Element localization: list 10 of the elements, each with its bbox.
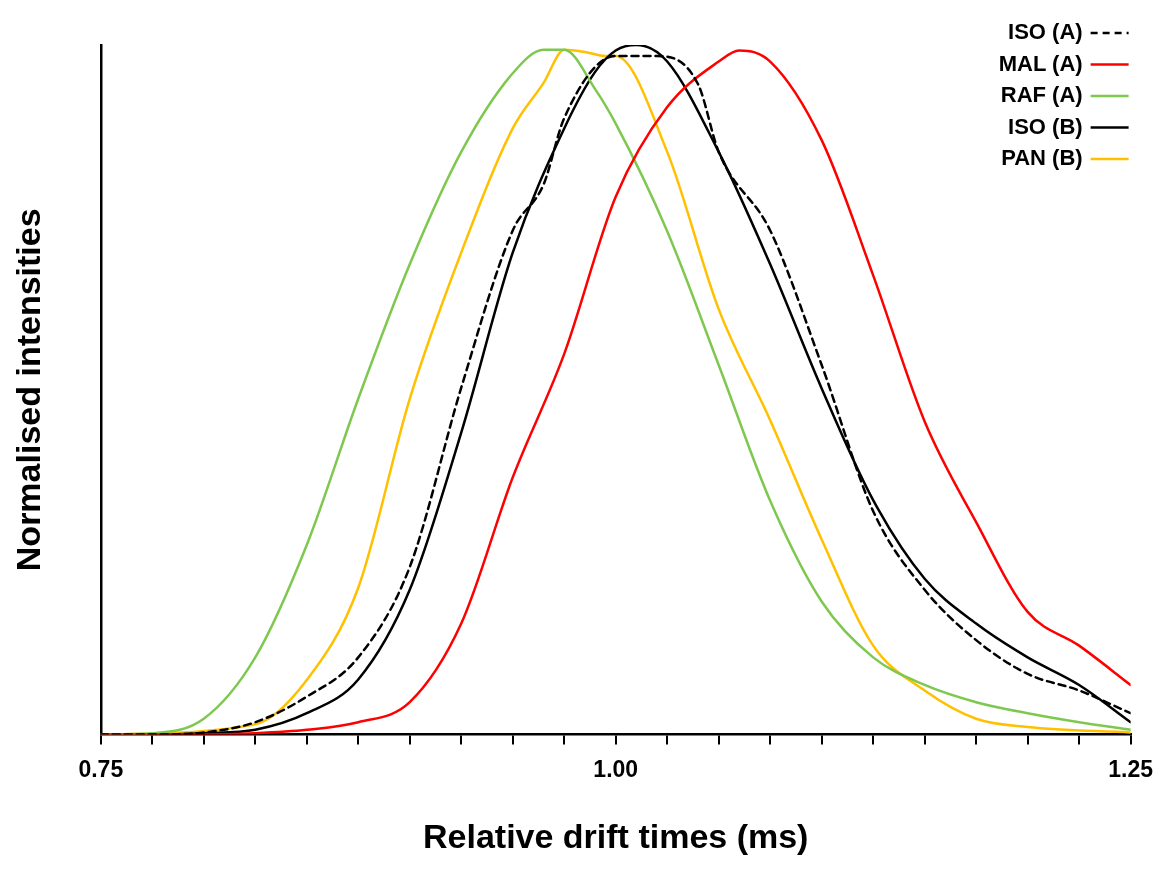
legend-label: RAF (A) [1000, 82, 1083, 108]
x-tick-label: 0.75 [78, 755, 124, 782]
x-tick-label: 1.25 [1108, 755, 1154, 782]
legend-label: MAL (A) [998, 50, 1083, 76]
legend-label: ISO (B) [1008, 113, 1083, 139]
y-axis-title: Normalised intensities [8, 208, 47, 572]
x-tick-label: 1.00 [593, 755, 639, 782]
legend-label: PAN (B) [1001, 145, 1083, 171]
x-axis-title: Relative drift times (ms) [422, 816, 809, 855]
legend-label: ISO (A) [1008, 19, 1083, 45]
